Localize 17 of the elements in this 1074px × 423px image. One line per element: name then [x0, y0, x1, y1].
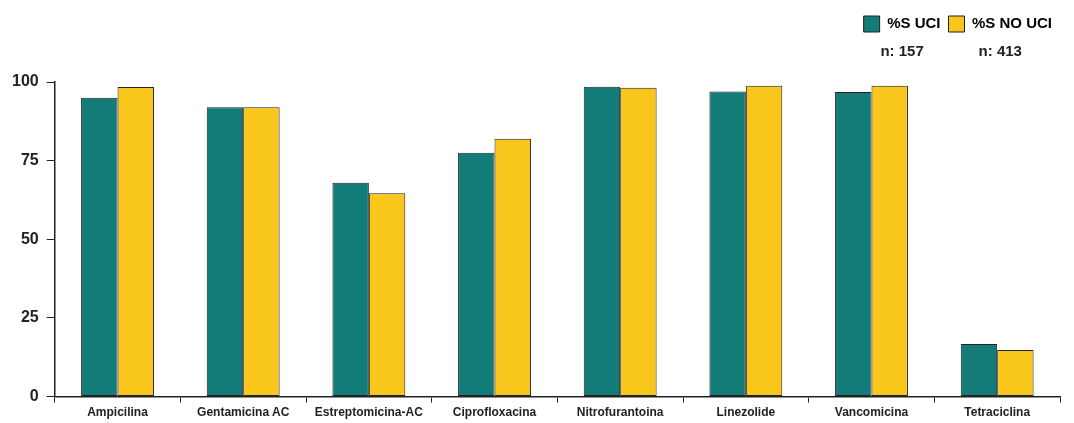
- text: n: 157: [880, 42, 924, 60]
- y-tick-label: 50: [20, 229, 39, 247]
- x-tick-label: Ampicilina: [87, 405, 149, 420]
- y-tick-label: 25: [20, 308, 39, 326]
- y-tick-label: 75: [20, 151, 39, 169]
- y-tick-label: 0: [29, 387, 39, 405]
- x-tick-label: Estreptomicina-AC: [314, 405, 424, 420]
- x-tick-label: Gentamicina AC: [197, 405, 290, 420]
- y-tick-label: 100: [11, 72, 39, 90]
- x-tick-label: Tetraciclina: [964, 405, 1031, 420]
- legend-label: %S NO UCI: [971, 14, 1053, 32]
- x-tick-label: Ciprofloxacina: [452, 405, 537, 420]
- text: n: 413: [978, 42, 1022, 60]
- x-tick-label: Linezolide: [716, 405, 776, 420]
- legend-label: %S UCI: [887, 14, 941, 32]
- x-tick-label: Vancomicina: [834, 405, 909, 420]
- x-tick-label: Nitrofurantoina: [576, 405, 664, 420]
